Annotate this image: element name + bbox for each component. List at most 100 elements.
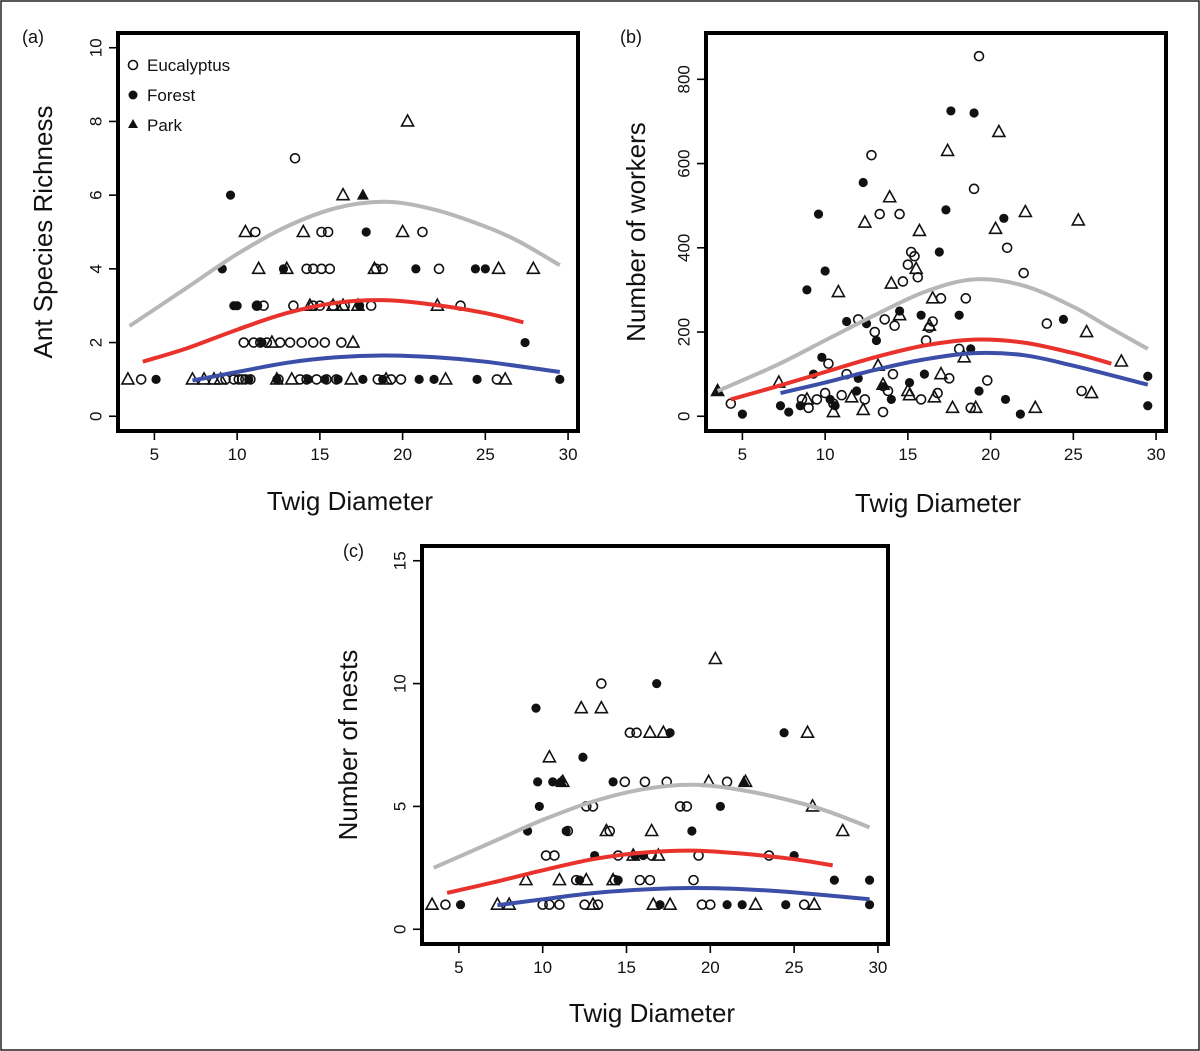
point-eucalyptus [705, 899, 716, 910]
point-forest [257, 337, 267, 348]
point-forest [561, 826, 571, 836]
point-forest [946, 106, 956, 116]
plot-frame-c [420, 544, 890, 946]
point-forest [864, 875, 875, 885]
point-forest [969, 108, 979, 118]
point-forest [531, 703, 541, 713]
point-eucalyptus [289, 152, 301, 164]
point-park-open [1113, 353, 1129, 367]
point-eucalyptus [238, 337, 250, 348]
point-park-open [882, 189, 898, 203]
point-eucalyptus [433, 263, 445, 275]
point-forest [784, 407, 794, 417]
point-park-open [438, 371, 453, 385]
point-park [555, 775, 568, 787]
point-park-open [269, 371, 285, 385]
legend-marker-eucalyptus [127, 59, 139, 71]
point-forest [1143, 371, 1153, 381]
point-park-open [518, 871, 534, 886]
point-park-open [912, 222, 927, 237]
point-park-open [926, 389, 942, 403]
point-park-open [642, 724, 658, 739]
point-eucalyptus [968, 183, 980, 195]
point-forest [472, 374, 482, 385]
point-eucalyptus [554, 899, 565, 910]
point-forest [817, 352, 827, 362]
point-forest [411, 264, 421, 274]
point-eucalyptus [915, 394, 927, 405]
point-eucalyptus [395, 374, 407, 385]
point-eucalyptus [316, 226, 327, 238]
point-forest [652, 678, 662, 689]
point-park-open [542, 749, 557, 763]
point-forest [534, 801, 544, 812]
point-eucalyptus [859, 394, 871, 405]
point-forest [954, 310, 964, 320]
point-forest [775, 401, 786, 411]
point-park-open [835, 822, 851, 837]
point-forest [829, 875, 839, 885]
point-eucalyptus [823, 358, 834, 369]
point-park-open [585, 896, 601, 910]
x-tick-label: 20 [981, 445, 1000, 464]
point-eucalyptus [336, 337, 347, 348]
point-park-open [594, 699, 609, 714]
legend-label-eucalyptus: Eucalyptus [147, 56, 230, 75]
point-eucalyptus [981, 375, 993, 386]
point-eucalyptus [1076, 385, 1087, 397]
point-forest [320, 374, 330, 385]
point-park-open [1084, 384, 1099, 399]
point-forest [455, 900, 466, 910]
point-forest [722, 900, 732, 910]
y-tick-label: 8 [87, 117, 106, 126]
point-park-open [875, 376, 891, 390]
point-park-open [656, 724, 671, 739]
panel-label-b: (b) [620, 27, 642, 47]
point-eucalyptus [644, 874, 656, 886]
point-park-open [343, 371, 359, 385]
x-tick-label: 10 [533, 958, 552, 977]
point-park-open [400, 113, 415, 127]
point-eucalyptus [322, 226, 334, 238]
point-eucalyptus [296, 337, 307, 348]
x-tick-label: 15 [310, 445, 329, 464]
point-eucalyptus [634, 874, 646, 886]
point-forest [533, 777, 543, 787]
point-park-open [707, 650, 723, 665]
point-park-open [1027, 399, 1043, 414]
point-eucalyptus [674, 801, 686, 812]
fit-curve-middle [730, 337, 1112, 402]
point-forest [737, 900, 747, 910]
point-eucalyptus [324, 263, 336, 275]
point-park-open [525, 260, 541, 275]
point-eucalyptus [307, 337, 319, 348]
point-eucalyptus [866, 149, 877, 161]
point-forest [429, 374, 439, 385]
fit-curve-lower [192, 353, 561, 383]
point-eucalyptus [681, 801, 693, 812]
point-forest [578, 752, 588, 762]
point-park-open [424, 896, 440, 910]
point-park-open [826, 403, 841, 418]
point-eucalyptus [798, 899, 810, 910]
y-tick-label: 0 [675, 412, 694, 421]
point-eucalyptus [639, 776, 651, 788]
point-eucalyptus [1041, 318, 1053, 329]
x-tick-label: 25 [1064, 445, 1083, 464]
point-park-open [945, 399, 960, 414]
point-forest [520, 337, 530, 348]
point-eucalyptus [319, 337, 331, 348]
y-axis-title-c: Number of nests [333, 650, 363, 841]
point-park-open [662, 896, 678, 910]
point-park-open [900, 382, 916, 397]
point-forest [858, 177, 868, 188]
point-eucalyptus [874, 208, 886, 220]
point-park-open [279, 260, 295, 275]
x-tick-label: 25 [476, 445, 495, 464]
x-tick-label: 15 [617, 958, 636, 977]
point-eucalyptus [960, 293, 972, 304]
point-park-open [806, 896, 822, 910]
panel-label-a: (a) [22, 27, 44, 47]
point-forest [941, 205, 951, 215]
